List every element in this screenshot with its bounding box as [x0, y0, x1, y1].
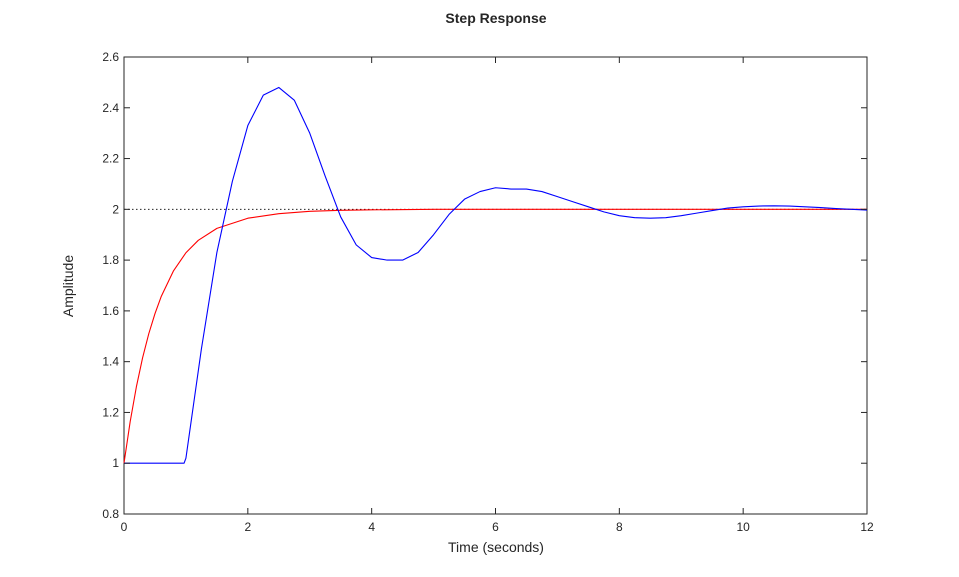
- y-tick-label: 0.8: [102, 507, 119, 521]
- y-tick-label: 1.4: [102, 355, 119, 369]
- tick-layer: 0 2 4 6 8 10 12 0.8 1 1.2 1.4 1.6 1.8 2 2.2 2.4 2.6: [102, 50, 874, 534]
- x-axis-label: Time (seconds): [448, 539, 544, 555]
- y-axis-label: Amplitude: [60, 255, 76, 317]
- x-tick-label: 12: [860, 520, 874, 534]
- y-tick-label: 1.2: [102, 405, 119, 419]
- x-tick-label: 8: [616, 520, 623, 534]
- y-tick-label: 2.4: [102, 101, 119, 115]
- y-tick-label: 1.6: [102, 304, 119, 318]
- x-tick-label: 4: [368, 520, 375, 534]
- y-tick-label: 2: [112, 202, 119, 216]
- series-layer: [123, 86, 868, 464]
- y-tick-label: 1: [112, 456, 119, 470]
- series-line-2: [124, 86, 868, 464]
- y-tick-label: 2.2: [102, 152, 119, 166]
- series-line-1: [123, 208, 867, 464]
- x-tick-label: 10: [736, 520, 750, 534]
- x-tick-label: 0: [121, 520, 128, 534]
- x-tick-label: 6: [492, 520, 499, 534]
- chart-title: Step Response: [445, 10, 546, 26]
- plot-area: [123, 56, 868, 515]
- y-tick-label: 2.6: [102, 50, 119, 64]
- x-tick-label: 2: [244, 520, 251, 534]
- y-tick-label: 1.8: [102, 253, 119, 267]
